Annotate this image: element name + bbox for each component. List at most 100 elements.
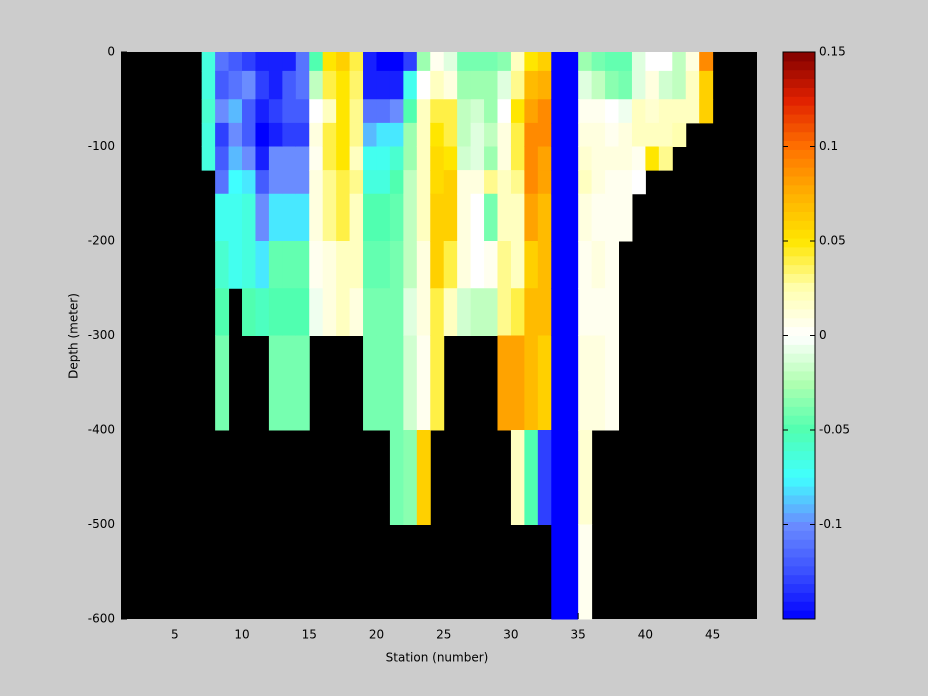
colorbar-segment — [783, 548, 815, 558]
heatmap-cell — [363, 170, 377, 195]
heatmap-cell — [295, 146, 310, 171]
colorbar-segment — [783, 539, 815, 549]
heatmap-cell — [416, 193, 431, 242]
colorbar-segment — [783, 140, 815, 150]
heatmap-cell — [510, 430, 525, 525]
colorbar-segment — [783, 468, 815, 478]
colorbar-segment — [783, 184, 815, 195]
colorbar-segment — [783, 87, 815, 97]
heatmap-cell — [322, 52, 337, 72]
heatmap-cell — [389, 122, 404, 147]
colorbar-segment — [783, 450, 815, 461]
heatmap-cell — [497, 241, 512, 289]
colorbar-tick-label: -0.05 — [819, 423, 850, 437]
heatmap-cell — [295, 335, 310, 431]
heatmap-cell — [497, 335, 512, 431]
heatmap-cell — [268, 146, 283, 171]
heatmap-cell — [564, 288, 579, 336]
heatmap-cell — [416, 122, 431, 147]
heatmap-cell — [510, 146, 525, 171]
heatmap-cell — [430, 193, 445, 242]
heatmap-cell — [322, 170, 337, 195]
heatmap-cell — [618, 70, 633, 100]
colorbar-segment — [783, 601, 815, 611]
heatmap-cell — [416, 146, 431, 171]
heatmap-cell — [618, 99, 633, 124]
heatmap-cell — [430, 241, 445, 289]
heatmap-cell — [255, 146, 270, 171]
heatmap-cell — [484, 288, 498, 336]
heatmap-cell — [578, 430, 593, 525]
heatmap-cell — [268, 335, 283, 431]
colorbar-segment — [783, 326, 815, 336]
heatmap-cell — [524, 430, 539, 525]
heatmap-cell — [699, 52, 714, 72]
heatmap-cell — [591, 52, 606, 72]
colorbar-segment — [783, 167, 815, 177]
heatmap-cell — [645, 70, 660, 100]
colorbar-segment — [783, 477, 815, 487]
colorbar-segment — [783, 379, 815, 390]
heatmap-cell — [282, 288, 297, 336]
heatmap-cell — [551, 99, 566, 124]
heatmap-cell — [389, 430, 404, 525]
heatmap-cell — [551, 193, 566, 242]
heatmap-cell — [309, 52, 324, 72]
colorbar-segment — [783, 176, 815, 186]
colorbar-segment — [783, 202, 815, 212]
heatmap-cell — [268, 122, 283, 147]
colorbar-segment — [783, 512, 815, 523]
heatmap-cell — [336, 99, 351, 124]
heatmap-cell — [215, 170, 230, 195]
heatmap-cell — [363, 52, 377, 72]
heatmap-cell — [228, 193, 243, 242]
heatmap-cell — [631, 70, 646, 100]
heatmap-cell — [430, 70, 445, 100]
heatmap-cell — [645, 52, 660, 72]
heatmap-cell — [242, 122, 256, 147]
heatmap-cell — [645, 146, 660, 171]
heatmap-cell — [322, 122, 337, 147]
heatmap-cell — [242, 241, 256, 289]
colorbar-segment — [783, 530, 815, 540]
heatmap-cell — [605, 170, 620, 195]
colorbar-segment — [783, 60, 815, 71]
y-tick-label: -400 — [88, 423, 115, 437]
x-tick-label: 40 — [638, 628, 653, 642]
heatmap-cell — [376, 70, 391, 100]
colorbar-segment — [783, 503, 815, 514]
heatmap-cell — [484, 70, 498, 100]
heatmap-cell — [605, 99, 620, 124]
heatmap-cell — [242, 70, 256, 100]
heatmap-cell — [524, 170, 539, 195]
heatmap-cell — [457, 146, 472, 171]
colorbar-segment — [783, 52, 815, 62]
heatmap-cell — [336, 146, 351, 171]
colorbar-segment — [783, 114, 815, 124]
heatmap-cell — [457, 193, 472, 242]
heatmap-cell — [430, 170, 445, 195]
colorbar-segment — [783, 344, 815, 354]
heatmap-cell — [255, 70, 270, 100]
heatmap-cell — [268, 70, 283, 100]
heatmap-cell — [309, 99, 324, 124]
heatmap-cell — [537, 193, 552, 242]
colorbar-segment — [783, 282, 815, 292]
heatmap-cell — [564, 170, 579, 195]
heatmap-cell — [470, 146, 485, 171]
heatmap-cell — [389, 70, 404, 100]
heatmap-cell — [228, 122, 243, 147]
colorbar-segment — [783, 193, 815, 204]
y-tick-label: -100 — [88, 139, 115, 153]
heatmap-cell — [564, 52, 579, 72]
heatmap-cell — [524, 52, 539, 72]
heatmap-cell — [524, 70, 539, 100]
colorbar-segment — [783, 291, 815, 301]
heatmap-cell — [349, 241, 364, 289]
heatmap-cell — [551, 52, 566, 72]
heatmap-cell — [363, 241, 377, 289]
heatmap-cell — [282, 170, 297, 195]
heatmap-cell — [349, 146, 364, 171]
heatmap-cell — [685, 52, 700, 72]
colorbar-segment — [783, 353, 815, 363]
